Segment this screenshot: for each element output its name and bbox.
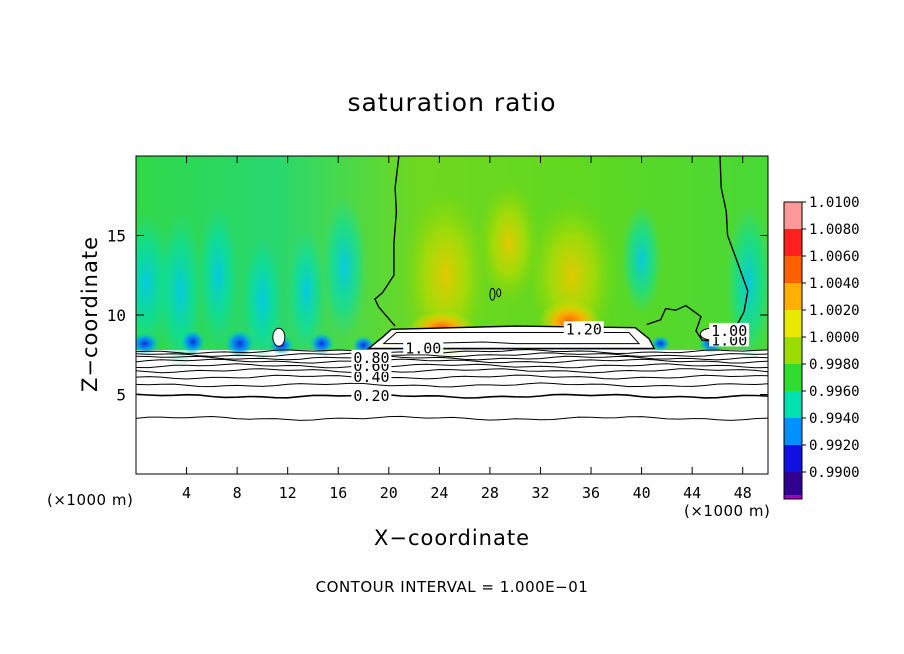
- x-axis-ticks: 4 8 12 16 20 24 28 32 36 40 44 48: [182, 156, 752, 502]
- field-blob-20: [650, 335, 671, 352]
- x-tick-label-6: 28: [481, 484, 499, 502]
- x-tick-label-11: 48: [734, 484, 752, 502]
- y-axis-ticks: 5 10 15: [107, 227, 768, 405]
- colorbar-swatch-6: [784, 364, 802, 391]
- field-blob-5: [321, 195, 368, 339]
- field-blob-2: [197, 203, 239, 347]
- colorbar-frame: [783, 201, 803, 500]
- small-cloud-patch-1: [272, 327, 286, 347]
- contour-label-bg-4: [403, 340, 444, 355]
- contour-line-9: [136, 348, 768, 355]
- contour-label-0: 0.20: [353, 387, 389, 405]
- x-tick-label-3: 16: [329, 484, 347, 502]
- contour-label-bg-0: [351, 388, 392, 403]
- colorbar-label-9: 0.9920: [809, 438, 860, 454]
- colorbar-swatch-7: [784, 391, 802, 418]
- colorbar-label-8: 0.9940: [809, 411, 860, 427]
- x-tick-label-5: 24: [430, 484, 448, 502]
- colorbar-swatch-9: [784, 445, 802, 472]
- y-tick-label-1: 10: [107, 306, 126, 325]
- x-axis-label: X−coordinate: [374, 526, 530, 550]
- colorbar-swatch-4: [784, 310, 802, 337]
- small-contour-loop-2: [496, 288, 502, 298]
- colorbar-label-3: 1.0040: [809, 276, 860, 292]
- contour-line-right-loop: [646, 304, 720, 342]
- contour-label-bg-5: [563, 321, 604, 336]
- colorbar-swatch-8: [784, 418, 802, 445]
- contour-label-4: 1.00: [405, 339, 441, 357]
- field-blob-10: [477, 179, 541, 308]
- contour-label-bg-7: [709, 322, 750, 337]
- y-axis-label: Z−coordinate: [78, 236, 102, 392]
- y-tick-label-0: 5: [116, 386, 126, 405]
- x-tick-label-10: 44: [683, 484, 701, 502]
- contour-label-3: 0.80: [353, 349, 389, 367]
- field-blob-13: [136, 332, 161, 355]
- contour-line-left-branch: [374, 156, 400, 327]
- colorbar-label-1: 1.0080: [809, 222, 860, 238]
- x-tick-label-8: 36: [582, 484, 600, 502]
- field-blob-7: [621, 203, 662, 315]
- contour-line-1: [136, 393, 768, 399]
- colorbar-swatch-10: [784, 472, 802, 499]
- colorbar-swatch-end: [784, 495, 802, 499]
- colorbar-swatch-3: [784, 283, 802, 310]
- colorbar-swatch-2: [784, 256, 802, 283]
- x-tick-label-4: 20: [380, 484, 398, 502]
- colorbar-label-10: 0.9900: [809, 465, 860, 481]
- field-blob-4: [287, 227, 326, 355]
- field-blob-15: [224, 329, 255, 358]
- x-unit-label-left: (×1000 m): [47, 491, 134, 509]
- field-blob-14: [180, 329, 206, 355]
- contour-line-7: [136, 355, 768, 361]
- x-tick-label-7: 32: [531, 484, 549, 502]
- x-tick-label-9: 40: [633, 484, 651, 502]
- contour-line-0: [136, 415, 768, 421]
- contour-label-bg-3: [351, 349, 392, 364]
- field-blob-3: [242, 235, 283, 363]
- colorbar-swatch-5: [784, 337, 802, 364]
- contour-label-5: 1.20: [566, 320, 602, 338]
- colorbar-label-6: 0.9980: [809, 357, 860, 373]
- x-unit-label-right: (×1000 m): [684, 502, 771, 520]
- contour-label-bg-1: [351, 369, 392, 384]
- colorbar-label-7: 0.9960: [809, 384, 860, 400]
- contour-line-6: [136, 358, 768, 364]
- contour-line-2: [136, 382, 768, 388]
- colorbar-label-2: 1.0060: [809, 249, 860, 265]
- small-contour-loop-1: [489, 287, 496, 301]
- contour-label-1: 0.40: [353, 368, 389, 386]
- field-blob-17: [309, 332, 335, 355]
- colorbar-label-0: 1.0100: [809, 195, 860, 211]
- subsaturated-region: [136, 349, 768, 474]
- contour-line-8: [136, 352, 768, 358]
- colorbar-label-4: 1.0020: [809, 303, 860, 319]
- y-tick-label-2: 15: [107, 227, 126, 246]
- contour-interval-note: CONTOUR INTERVAL = 1.000E−01: [315, 578, 589, 596]
- contour-line-4: [136, 368, 768, 374]
- contour-labels: 0.200.400.600.801.001.201.001.00: [351, 320, 750, 405]
- x-tick-label-2: 12: [279, 484, 297, 502]
- contour-line-3: [136, 374, 768, 380]
- saturation-field: [136, 156, 768, 474]
- colorbar-swatch-0: [784, 202, 802, 229]
- contour-label-7: 1.00: [711, 322, 747, 340]
- contour-line-5: [136, 363, 768, 369]
- colorbar-swatch-1: [784, 229, 802, 256]
- x-tick-label-1: 8: [233, 484, 242, 502]
- x-tick-label-0: 4: [182, 484, 191, 502]
- colorbar-label-5: 1.0000: [809, 330, 860, 346]
- chart-title: saturation ratio: [347, 88, 557, 117]
- colorbar: 1.0100 1.0080 1.0060 1.0040 1.0020 1.0000 0.99…: [783, 195, 860, 500]
